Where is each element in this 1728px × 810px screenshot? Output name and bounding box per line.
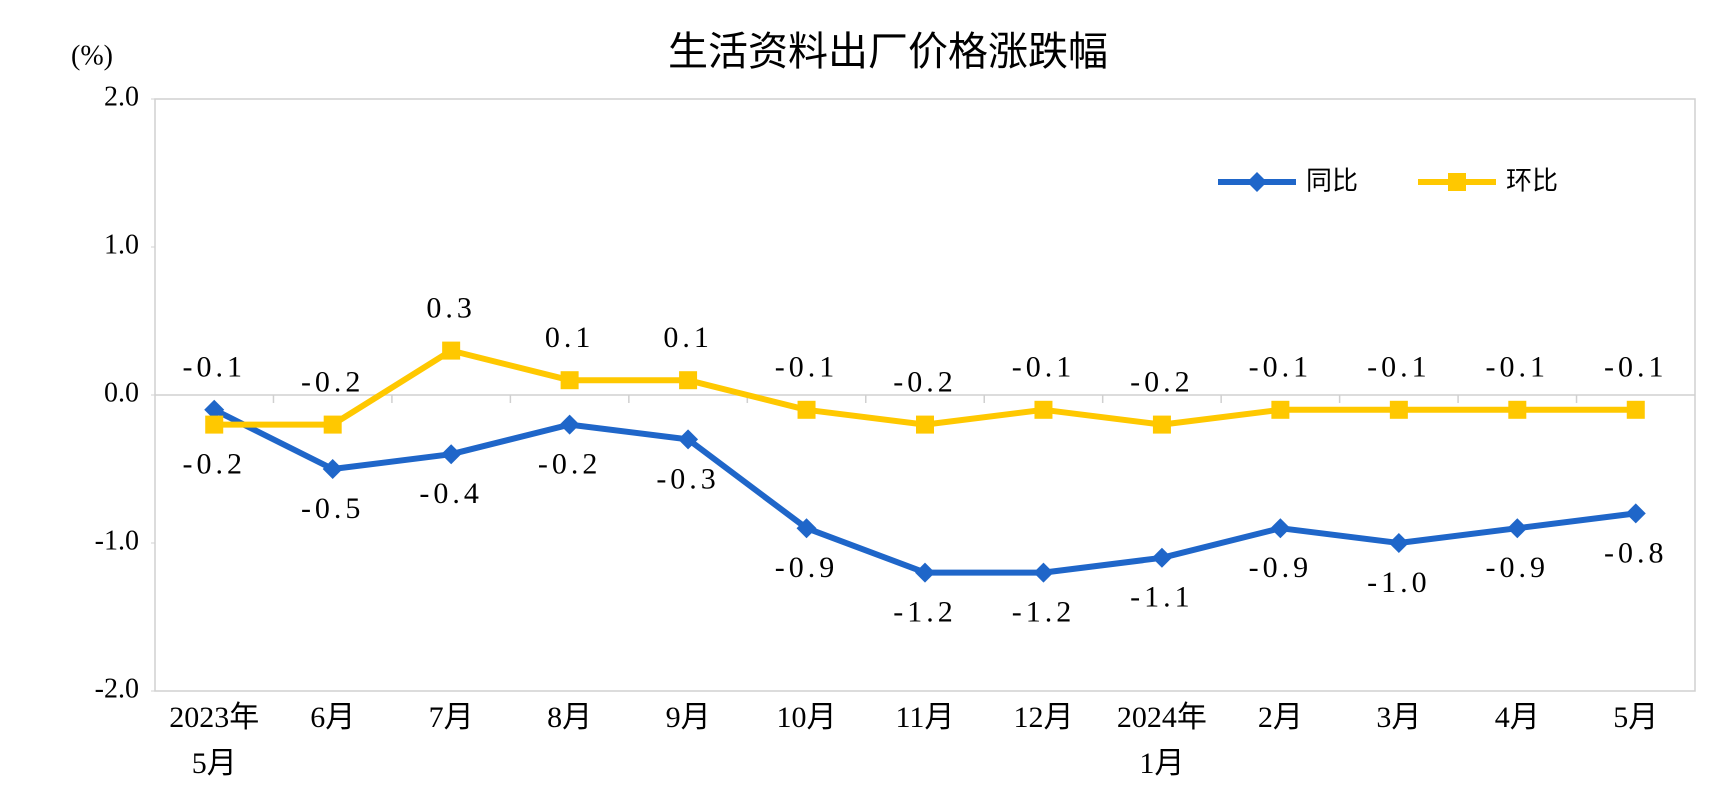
data-label: -0.4 bbox=[419, 477, 483, 510]
y-axis-label: (%) bbox=[71, 40, 113, 71]
data-label: 0.3 bbox=[426, 291, 476, 324]
data-label: -1.2 bbox=[1012, 595, 1076, 628]
marker bbox=[916, 415, 934, 434]
marker bbox=[559, 414, 580, 435]
marker bbox=[323, 415, 342, 434]
x-tick-label: 3月 bbox=[1376, 701, 1422, 734]
data-label: -0.1 bbox=[182, 351, 246, 384]
marker bbox=[1151, 547, 1172, 568]
marker bbox=[1625, 503, 1646, 524]
x-tick-label: 8月 bbox=[547, 701, 593, 734]
x-tick-label: 7月 bbox=[428, 701, 474, 734]
data-label: -0.9 bbox=[1249, 551, 1313, 584]
data-label: -0.2 bbox=[182, 447, 246, 480]
data-label: -0.5 bbox=[301, 492, 365, 525]
data-label: -0.1 bbox=[1367, 351, 1431, 384]
x-tick-label: 2024年 1月 bbox=[1116, 701, 1207, 780]
marker bbox=[1152, 415, 1171, 434]
marker bbox=[560, 371, 579, 390]
y-tick-label: -1.0 bbox=[95, 525, 139, 556]
x-tick-label: 10月 bbox=[776, 701, 837, 734]
y-tick-label: 0.0 bbox=[104, 377, 139, 408]
marker bbox=[1389, 400, 1408, 419]
marker bbox=[1507, 518, 1528, 539]
marker bbox=[1034, 400, 1053, 419]
x-tick-label: 5月 bbox=[1613, 701, 1659, 734]
marker bbox=[1247, 172, 1267, 192]
data-label: -1.2 bbox=[893, 595, 957, 628]
data-label: -0.2 bbox=[1130, 365, 1194, 398]
marker bbox=[1626, 400, 1645, 419]
data-label: -0.2 bbox=[301, 365, 365, 398]
y-tick-label: 1.0 bbox=[104, 229, 139, 260]
marker bbox=[1388, 533, 1409, 553]
marker bbox=[441, 444, 462, 465]
x-tick-label: 9月 bbox=[665, 701, 711, 734]
marker bbox=[796, 518, 817, 539]
chart-title: 生活资料出厂价格涨跌幅 bbox=[668, 29, 1108, 75]
marker bbox=[915, 562, 935, 583]
marker bbox=[1448, 173, 1466, 191]
x-tick-label: 12月 bbox=[1013, 701, 1074, 734]
x-tick-label: 11月 bbox=[895, 701, 955, 734]
y-tick-label: -2.0 bbox=[95, 673, 139, 704]
marker bbox=[204, 399, 225, 420]
marker bbox=[205, 415, 224, 434]
marker bbox=[679, 371, 698, 390]
x-tick-label: 2月 bbox=[1257, 701, 1303, 734]
legend-label: 同比 bbox=[1306, 167, 1358, 197]
x-tick-label: 2023年 5月 bbox=[169, 701, 260, 780]
legend-label: 环比 bbox=[1506, 167, 1558, 197]
marker bbox=[1033, 562, 1054, 583]
data-label: 0.1 bbox=[663, 321, 713, 354]
data-label: -1.0 bbox=[1367, 566, 1431, 599]
marker bbox=[1270, 518, 1291, 539]
marker bbox=[442, 341, 461, 360]
marker bbox=[797, 400, 816, 419]
marker bbox=[1271, 400, 1290, 419]
data-label: -0.1 bbox=[1249, 351, 1313, 384]
data-label: -0.2 bbox=[893, 365, 957, 398]
marker bbox=[678, 429, 699, 450]
data-label: -0.9 bbox=[1486, 551, 1550, 584]
x-tick-label: 4月 bbox=[1494, 701, 1540, 734]
data-label: -0.1 bbox=[775, 351, 839, 384]
data-label: -0.1 bbox=[1486, 351, 1550, 384]
data-label: 0.1 bbox=[545, 321, 595, 354]
data-label: -0.1 bbox=[1604, 351, 1668, 384]
y-tick-label: 2.0 bbox=[104, 81, 139, 112]
data-label: -0.3 bbox=[656, 462, 720, 495]
marker bbox=[1508, 400, 1527, 419]
data-label: -0.8 bbox=[1604, 536, 1668, 569]
marker bbox=[322, 459, 343, 479]
data-label: -0.2 bbox=[538, 447, 602, 480]
data-label: -1.1 bbox=[1130, 581, 1194, 614]
data-label: -0.1 bbox=[1012, 351, 1076, 384]
x-tick-label: 6月 bbox=[310, 701, 356, 734]
data-label: -0.9 bbox=[775, 551, 839, 584]
